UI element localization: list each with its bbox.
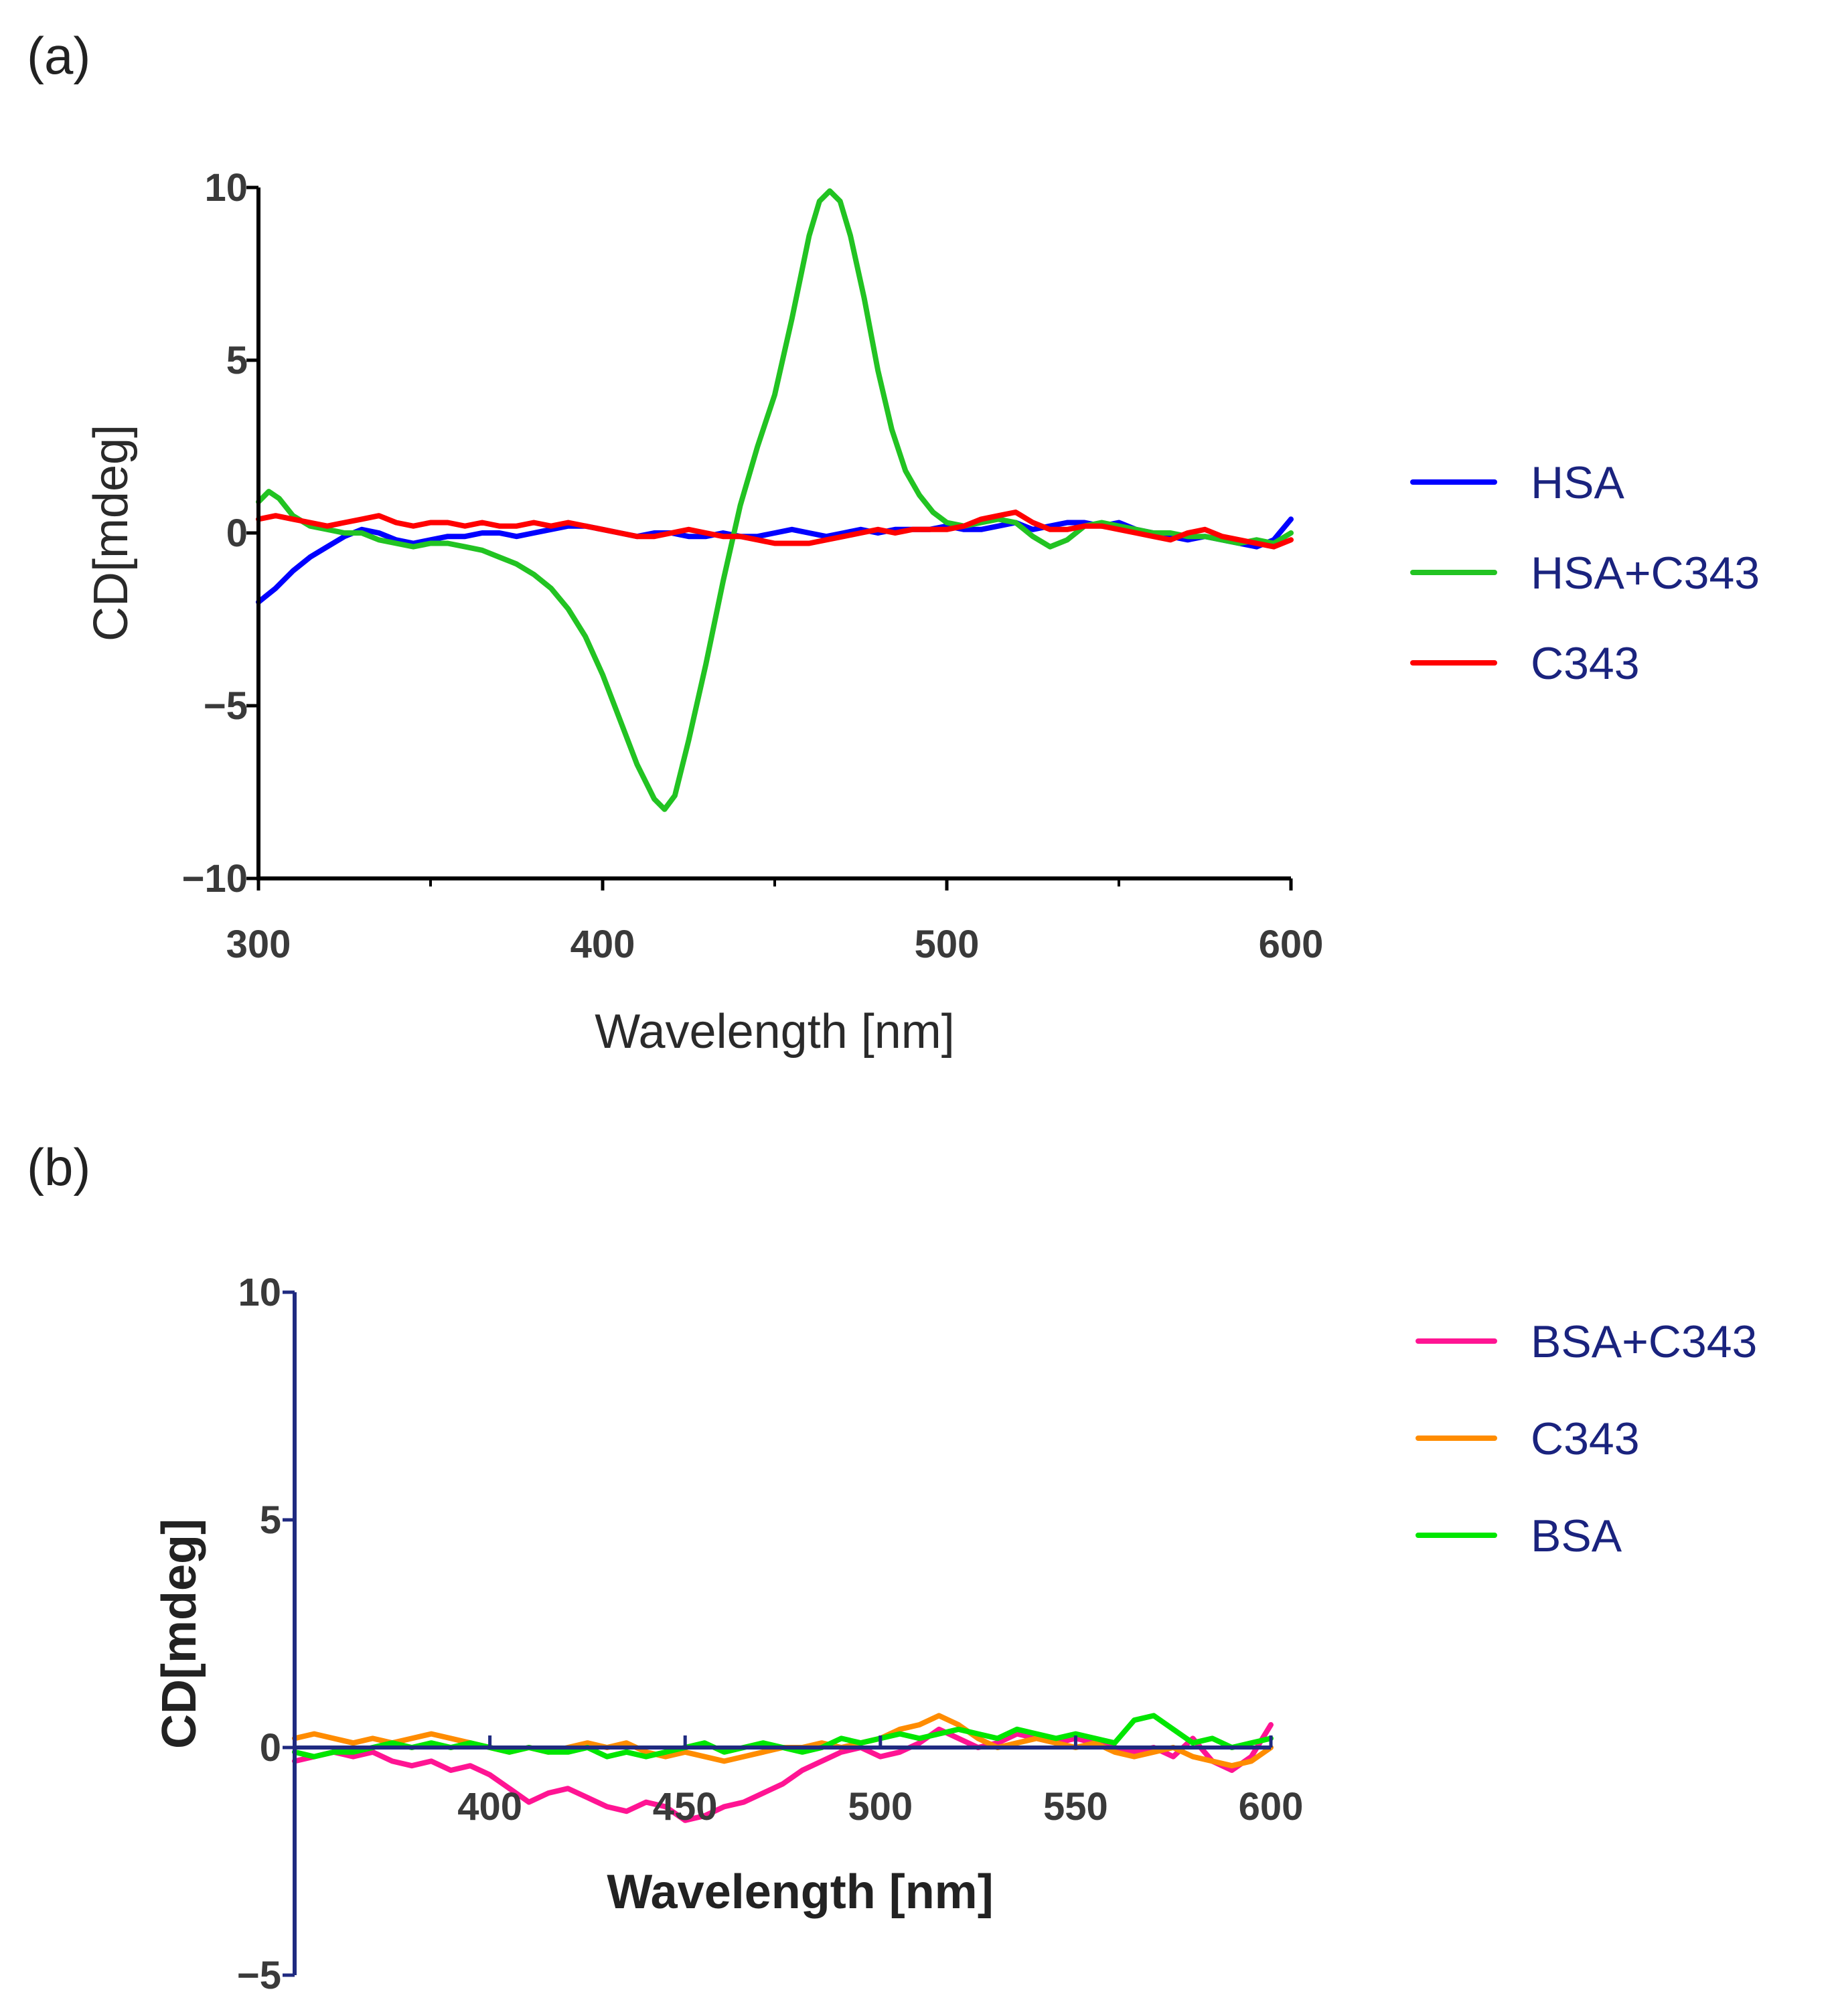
panel-a-series-line-c343 [256, 510, 1294, 550]
x-tick-label: 400 [570, 923, 635, 966]
panel-a-ticks: 300 400 500 600 −10 −5 0 5 10 [182, 166, 1324, 966]
legend-label: HSA [1531, 457, 1624, 508]
y-tick-label: 5 [260, 1498, 281, 1542]
x-tick-label: 600 [1259, 923, 1324, 966]
y-tick-label: 5 [226, 339, 248, 382]
panel-b-axes [293, 1292, 1271, 1975]
y-tick-label: 0 [226, 512, 248, 555]
panel-a-series-group [256, 188, 1294, 812]
x-tick-label: 550 [1043, 1785, 1108, 1829]
y-tick-label: 10 [204, 166, 248, 210]
y-tick-label: −10 [182, 857, 248, 901]
panel-b-ticks: 400 450 500 550 600 −5 0 5 10 [237, 1271, 1304, 1997]
y-tick-label: 0 [260, 1726, 281, 1770]
panel-b-y-axis-label: CD[mdeg] [153, 1519, 206, 1749]
panel-a-series-line-hsa [256, 516, 1294, 605]
x-tick-label: 500 [915, 923, 980, 966]
y-tick-label: −5 [204, 684, 248, 728]
legend-label: HSA+C343 [1531, 548, 1760, 599]
x-tick-label: 450 [653, 1785, 718, 1829]
panel-a-legend: HSA HSA+C343 C343 [1410, 457, 1760, 689]
panel-b-label: (b) [27, 1138, 90, 1196]
y-tick-label: 10 [238, 1271, 281, 1314]
panel-a-y-axis-label: CD[mdeg] [84, 424, 138, 641]
panel-b-series-line-c343 [292, 1713, 1274, 1769]
panel-b-series-line-bsa-c343 [292, 1722, 1274, 1823]
panel-b-series-group [292, 1713, 1274, 1823]
legend-label: C343 [1531, 638, 1640, 689]
x-tick-label: 500 [848, 1785, 913, 1829]
panel-a-x-axis-label: Wavelength [nm] [595, 1005, 955, 1059]
x-tick-label: 600 [1239, 1785, 1304, 1829]
panel-a-label: (a) [27, 26, 90, 85]
panel-a-series-line-hsa-c343 [256, 188, 1294, 812]
legend-label: BSA [1531, 1510, 1622, 1561]
y-tick-label: −5 [237, 1954, 281, 1997]
panel-b-legend: BSA+C343 C343 BSA [1416, 1316, 1757, 1561]
panel-b: (b) 400 450 500 550 600 −5 0 5 10 Wavelength [nm… [27, 1138, 1757, 1997]
panel-a: (a) 300 400 500 600 −10 −5 0 5 10 Wavelength [nm… [27, 26, 1760, 1059]
legend-label: BSA+C343 [1531, 1316, 1757, 1367]
legend-label: C343 [1531, 1413, 1640, 1464]
panel-b-x-axis-label: Wavelength [nm] [607, 1865, 993, 1919]
x-tick-label: 400 [457, 1785, 522, 1829]
x-tick-label: 300 [226, 923, 291, 966]
